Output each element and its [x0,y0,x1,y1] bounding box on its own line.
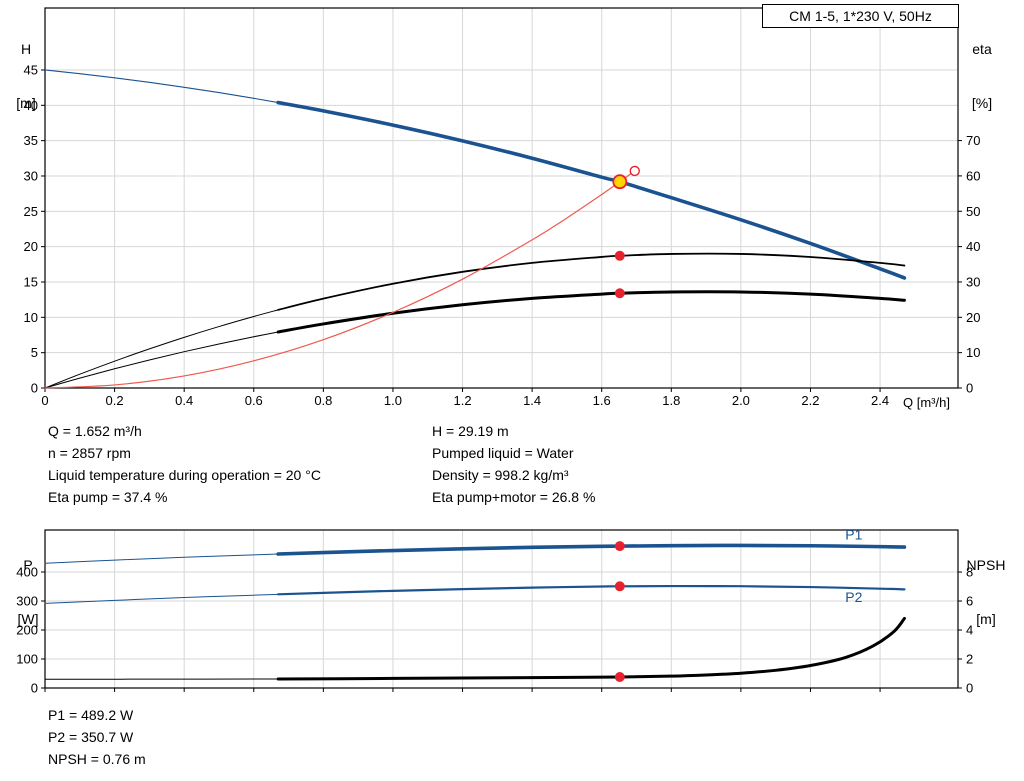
y-tick-label: 30 [24,168,38,183]
system-curve [44,170,636,389]
y2-tick-label: 60 [966,168,980,183]
y2-tick-label: 50 [966,204,980,219]
y-tick-label: 35 [24,133,38,148]
x-tick-label: 1.8 [662,393,680,408]
npsh-point [614,671,625,682]
requested-duty-point [629,165,640,177]
annotations-right-column: H = 29.19 m Pumped liquid = Water Densit… [432,420,595,508]
eta-axis-title-symbol: eta [972,41,992,57]
p1-curve [276,543,907,556]
pump-title-box: CM 1-5, 1*230 V, 50Hz [762,4,959,28]
eta-axis-title-unit: [%] [971,95,993,111]
hq-eta-chart[interactable]: 0 0.2 0.4 0.6 0.8 1.0 1.2 1.4 1.6 1.8 2.0 2.2 2.4 0 5 1… [0,0,1024,412]
eta-pump-curve-lead [44,309,279,389]
y-tick-label: 5 [31,345,38,360]
p2-point [614,581,625,592]
power-npsh-chart[interactable]: 0 100 200 300 400 0 2 4 6 8 P1 P2 [0,520,1024,705]
pump-curve [276,100,907,280]
duty-point[interactable] [612,174,628,190]
eta-pump-curve [277,252,906,311]
y-tick-label: 0 [31,381,38,396]
eta-pump-motor-point [614,288,625,299]
y-tick-label: 20 [24,239,38,254]
y-tick-label: 15 [24,274,38,289]
y2-tick-label: 30 [966,274,980,289]
y2-tick-label: 8 [966,565,973,580]
p1-curve-label: P1 [845,527,862,543]
x-tick-label: 0.8 [314,393,332,408]
eta-pump-point [614,250,625,261]
x-tick-label: 1.0 [384,393,402,408]
p2-curve [277,584,906,596]
annotation-head: H = 29.19 m [432,423,509,439]
h-axis-title-unit: [m] [16,95,36,111]
p1-curve-lead [44,553,279,564]
npsh-curve [276,616,906,681]
annotation-flow: Q = 1.652 m³/h [48,423,142,439]
y2-tick-label: 70 [966,133,980,148]
h-axis-title: H [m] [6,4,46,148]
x-tick-label: 1.6 [593,393,611,408]
p1-point [614,541,625,552]
eta-pump-motor-curve-lead [44,331,279,389]
annotation-eta-pump: Eta pump = 37.4 % [48,489,168,505]
annotation-speed: n = 2857 rpm [48,445,131,461]
y-tick-label: 300 [16,593,38,608]
y2-tick-label: 0 [966,681,973,696]
y-tick-label: 400 [16,564,38,579]
npsh-axis-title-symbol: NPSH [966,557,1006,573]
x-tick-label: 0 [41,393,48,408]
y-tick-label: 200 [16,622,38,637]
annotations-left-column: Q = 1.652 m³/h n = 2857 rpm Liquid tempe… [48,420,321,508]
result-p1: P1 = 489.2 W [48,707,134,723]
plot-border [44,7,959,389]
x-tick-label: 2.0 [732,393,750,408]
p-axis-title-symbol: P [23,557,33,573]
x-tick-label: 0.2 [106,393,124,408]
pump-curve-lead [44,69,279,104]
p2-curve-label: P2 [845,589,862,605]
y2-tick-label: 0 [966,381,973,396]
npsh-axis-title: NPSH [m] [954,520,1018,664]
y-tick-label: 0 [31,681,38,696]
y2-tick-label: 4 [966,623,973,638]
plot-border [44,529,959,689]
y2-tick-label: 2 [966,652,973,667]
y-tick-label: 10 [24,310,38,325]
x-tick-label: 2.2 [801,393,819,408]
y2-tick-label: 10 [966,345,980,360]
annotation-density: Density = 998.2 kg/m³ [432,467,569,483]
h-axis-title-symbol: H [20,41,32,57]
x-tick-label: 1.4 [523,393,541,408]
y2-tick-label: 40 [966,239,980,254]
p-axis-title-unit: [W] [17,611,39,627]
results-column: P1 = 489.2 W P2 = 350.7 W NPSH = 0.76 m [48,704,146,770]
p2-curve-lead [44,593,279,604]
p-axis-title: P [W] [8,520,48,664]
result-npsh: NPSH = 0.76 m [48,751,146,767]
x-tick-label: 0.4 [175,393,193,408]
y2-tick-label: 6 [966,594,973,609]
eta-axis-title: eta [%] [960,4,1004,148]
annotation-temperature: Liquid temperature during operation = 20… [48,467,321,483]
y-tick-label: 45 [24,62,38,77]
y-tick-label: 40 [24,98,38,113]
y2-tick-label: 20 [966,310,980,325]
result-p2: P2 = 350.7 W [48,729,134,745]
x-tick-label: 2.4 [871,393,889,408]
npsh-axis-title-unit: [m] [976,611,996,627]
y-tick-label: 100 [16,651,38,666]
x-tick-label: 1.2 [453,393,471,408]
annotation-eta-pump-motor: Eta pump+motor = 26.8 % [432,489,596,505]
x-tick-label: 0.6 [245,393,263,408]
q-axis-title: Q [m³/h] [903,395,950,410]
y-tick-label: 25 [24,204,38,219]
annotation-liquid: Pumped liquid = Water [432,445,574,461]
